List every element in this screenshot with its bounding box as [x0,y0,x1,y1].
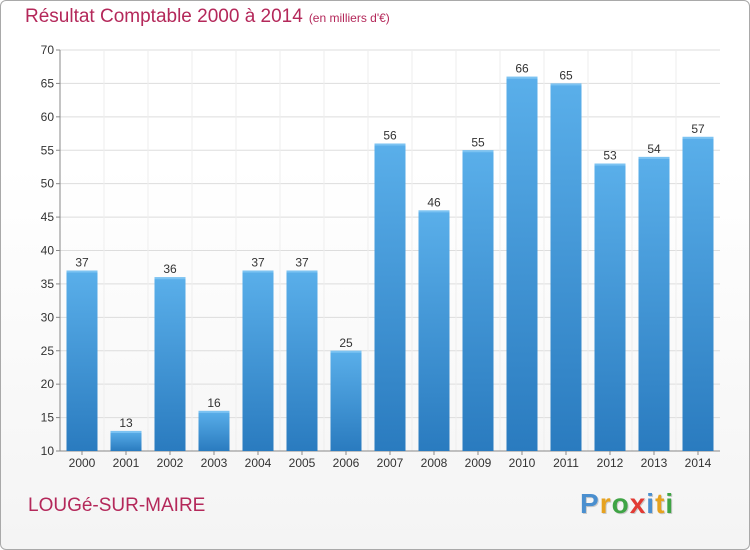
value-label: 37 [75,256,89,270]
bar-top-highlight [154,277,186,280]
y-tick-label: 50 [41,177,55,191]
x-tick-label: 2004 [245,456,272,470]
x-tick-label: 2006 [333,456,360,470]
bar-top-highlight [638,156,670,159]
logo-letter: r [599,488,612,519]
bar-2004 [242,270,274,451]
chart-title-text: Résultat Comptable 2000 à 2014 [25,6,303,27]
bar-top-highlight [594,163,626,166]
value-label: 36 [163,262,177,276]
x-tick-label: 2000 [69,456,96,470]
value-label: 54 [647,142,661,156]
x-tick-label: 2012 [597,456,624,470]
tick-labels: 10 15 20 25 30 35 40 45 50 55 60 65 70 2000 2001 2002 20… [41,43,712,470]
bar-top-highlight [330,350,362,353]
x-tick-label: 2003 [201,456,228,470]
value-label: 25 [339,336,353,350]
bar-top-highlight [682,136,714,139]
value-label: 37 [251,256,265,270]
value-label: 37 [295,256,309,270]
y-tick-label: 10 [41,444,55,458]
logo-letter: t [655,488,666,519]
bar-top-highlight [242,270,274,273]
bar-2008 [418,210,450,451]
x-tick-label: 2008 [421,456,448,470]
y-tick-label: 25 [41,344,55,358]
y-tick-label: 55 [41,143,55,157]
chart-subtitle: (en milliers d'€) [308,11,390,25]
x-tick-label: 2001 [113,456,140,470]
x-tick-label: 2005 [289,456,316,470]
bar-top-highlight [462,150,494,153]
value-label: 65 [559,68,573,82]
bar-2003 [198,410,230,451]
bar-2005 [286,270,318,451]
y-tick-label: 60 [41,110,55,124]
commune-name: LOUGé-SUR-MAIRE [28,495,206,516]
x-tick-label: 2010 [509,456,536,470]
bars [66,76,714,452]
value-labels: 37 13 36 16 37 37 25 56 46 55 66 65 53 54 57 [75,62,705,430]
value-label: 53 [603,149,617,163]
logo-letter: i [646,488,656,519]
bar-top-highlight [550,83,582,86]
value-label: 55 [471,135,485,149]
y-tick-label: 70 [41,43,55,57]
value-label: 56 [383,129,397,143]
bar-2010 [506,76,538,451]
chart-title: Résultat Comptable 2000 à 2014 (en millie… [25,6,390,28]
value-label: 16 [207,396,221,410]
y-tick-label: 65 [41,76,55,90]
y-tick-label: 15 [41,411,55,425]
proxiti-logo: Proxiti [580,488,674,520]
x-tick-label: 2002 [157,456,184,470]
bar-2009 [462,150,494,451]
logo-letter: o [611,488,630,519]
x-tick-label: 2007 [377,456,404,470]
value-label: 66 [515,62,529,76]
x-tick-label: 2013 [641,456,668,470]
y-tick-label: 30 [41,310,55,324]
logo-letter: x [629,488,647,519]
bar-2014 [682,136,714,451]
value-label: 57 [691,122,705,136]
bar-2011 [550,83,582,452]
bar-2002 [154,277,186,451]
value-label: 13 [119,416,133,430]
bar-2006 [330,350,362,451]
bar-top-highlight [66,270,98,273]
bar-2000 [66,270,98,451]
bar-top-highlight [198,410,230,413]
y-tick-label: 45 [41,210,55,224]
x-tick-label: 2009 [465,456,492,470]
logo-letter: P [580,488,600,519]
x-tick-label: 2011 [553,456,579,470]
bar-top-highlight [506,76,538,79]
y-tick-label: 35 [41,277,55,291]
bar-2012 [594,163,626,451]
bar-2001 [110,430,142,451]
value-label: 46 [427,195,441,209]
bar-2013 [638,156,670,451]
bar-top-highlight [110,430,142,433]
y-tick-label: 40 [41,244,55,258]
x-tick-label: 2014 [685,456,712,470]
bar-2007 [374,143,406,452]
logo-letter: i [665,488,675,519]
bar-top-highlight [286,270,318,273]
bar-top-highlight [374,143,406,146]
bar-top-highlight [418,210,450,213]
y-tick-label: 20 [41,377,55,391]
